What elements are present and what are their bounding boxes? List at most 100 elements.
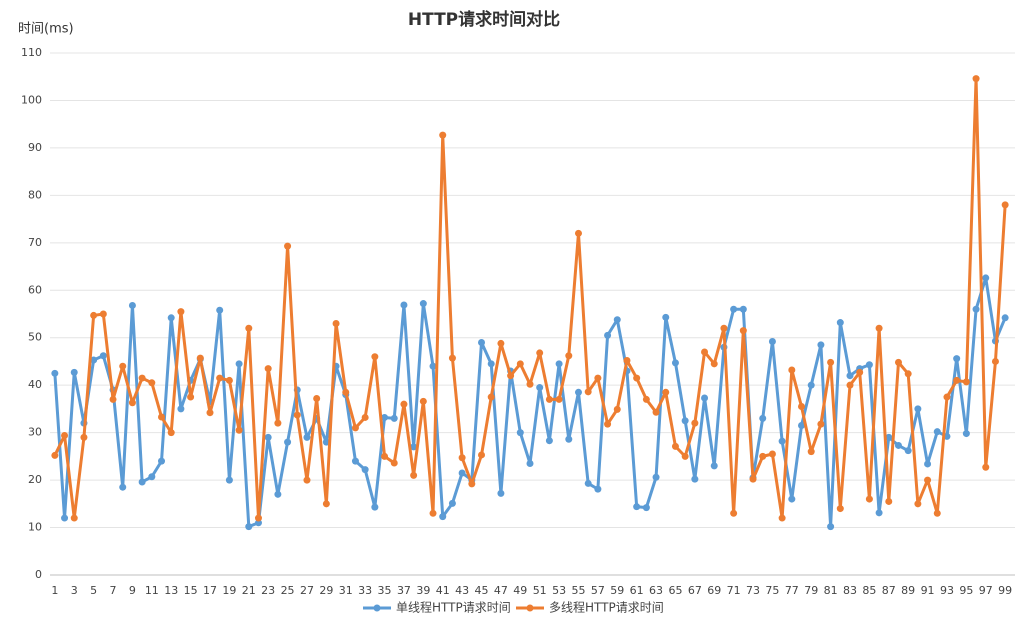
data-point [875, 324, 883, 332]
data-point [167, 314, 175, 322]
data-point [991, 357, 999, 365]
data-point [642, 504, 650, 512]
data-point [419, 397, 427, 405]
data-point [225, 376, 233, 384]
data-point [565, 352, 573, 360]
data-point [284, 438, 292, 446]
data-point [817, 420, 825, 428]
data-point [148, 473, 156, 481]
data-point [51, 451, 59, 459]
data-point [642, 395, 650, 403]
x-tick-label: 77 [785, 584, 799, 597]
data-point [691, 475, 699, 483]
data-point [158, 457, 166, 465]
data-point [187, 393, 195, 401]
data-point [604, 331, 612, 339]
x-tick-label: 57 [591, 584, 605, 597]
y-axis-label: 时间(ms) [18, 22, 74, 37]
data-point [691, 419, 699, 427]
data-point [138, 478, 146, 486]
data-point [51, 369, 59, 377]
data-point [216, 374, 224, 382]
y-tick-label: 90 [28, 141, 42, 154]
data-point [293, 411, 301, 419]
x-tick-label: 35 [378, 584, 392, 597]
y-tick-label: 20 [28, 473, 42, 486]
data-point [594, 485, 602, 493]
data-point [555, 360, 563, 368]
data-point [61, 514, 69, 522]
x-tick-label: 3 [71, 584, 78, 597]
data-point [584, 388, 592, 396]
x-tick-label: 63 [649, 584, 663, 597]
data-point [730, 305, 738, 313]
x-tick-label: 19 [222, 584, 236, 597]
data-point [894, 441, 902, 449]
data-point [516, 429, 524, 437]
data-point [924, 460, 932, 468]
data-point [555, 395, 563, 403]
x-tick-label: 23 [261, 584, 275, 597]
data-point [478, 338, 486, 346]
data-point [90, 356, 98, 364]
legend-label: 多线程HTTP请求时间 [549, 600, 664, 615]
data-point [400, 301, 408, 309]
data-point [749, 475, 757, 483]
x-tick-label: 31 [339, 584, 353, 597]
x-tick-label: 55 [571, 584, 585, 597]
y-tick-label: 70 [28, 236, 42, 249]
data-point [128, 399, 136, 407]
x-tick-label: 41 [436, 584, 450, 597]
data-point [526, 380, 534, 388]
x-tick-label: 83 [843, 584, 857, 597]
data-point [254, 514, 262, 522]
x-tick-label: 1 [51, 584, 58, 597]
data-point [245, 324, 253, 332]
data-point [904, 447, 912, 455]
x-tick-label: 39 [416, 584, 430, 597]
data-point [322, 500, 330, 508]
data-point [419, 300, 427, 308]
data-point [526, 459, 534, 467]
data-point [865, 495, 873, 503]
y-tick-label: 60 [28, 283, 42, 296]
x-tick-label: 71 [727, 584, 741, 597]
data-point [982, 274, 990, 282]
data-point [953, 376, 961, 384]
data-point [196, 354, 204, 362]
data-point [284, 242, 292, 250]
data-point [768, 450, 776, 458]
x-tick-label: 59 [610, 584, 624, 597]
data-point [962, 430, 970, 438]
data-point [875, 509, 883, 517]
data-point [274, 490, 282, 498]
x-tick-label: 29 [319, 584, 333, 597]
data-point [885, 433, 893, 441]
x-tick-label: 93 [940, 584, 954, 597]
data-point [167, 429, 175, 437]
y-tick-label: 100 [21, 93, 42, 106]
data-point [448, 499, 456, 507]
data-point [1001, 314, 1009, 322]
data-point [235, 426, 243, 434]
data-point [119, 362, 127, 370]
data-point [865, 361, 873, 369]
x-tick-label: 53 [552, 584, 566, 597]
data-point [710, 360, 718, 368]
data-point [361, 413, 369, 421]
data-point [158, 413, 166, 421]
data-point [827, 523, 835, 531]
x-tick-label: 95 [959, 584, 973, 597]
y-tick-label: 80 [28, 188, 42, 201]
data-point [623, 357, 631, 365]
data-point [390, 459, 398, 467]
x-tick-label: 37 [397, 584, 411, 597]
data-point [943, 393, 951, 401]
data-point [574, 388, 582, 396]
data-point [827, 358, 835, 366]
data-point [759, 452, 767, 460]
data-point [594, 374, 602, 382]
data-point [351, 424, 359, 432]
data-point [807, 448, 815, 456]
data-point [274, 419, 282, 427]
